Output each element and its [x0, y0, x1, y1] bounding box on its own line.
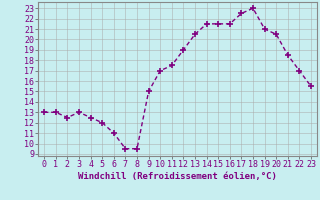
X-axis label: Windchill (Refroidissement éolien,°C): Windchill (Refroidissement éolien,°C): [78, 172, 277, 181]
